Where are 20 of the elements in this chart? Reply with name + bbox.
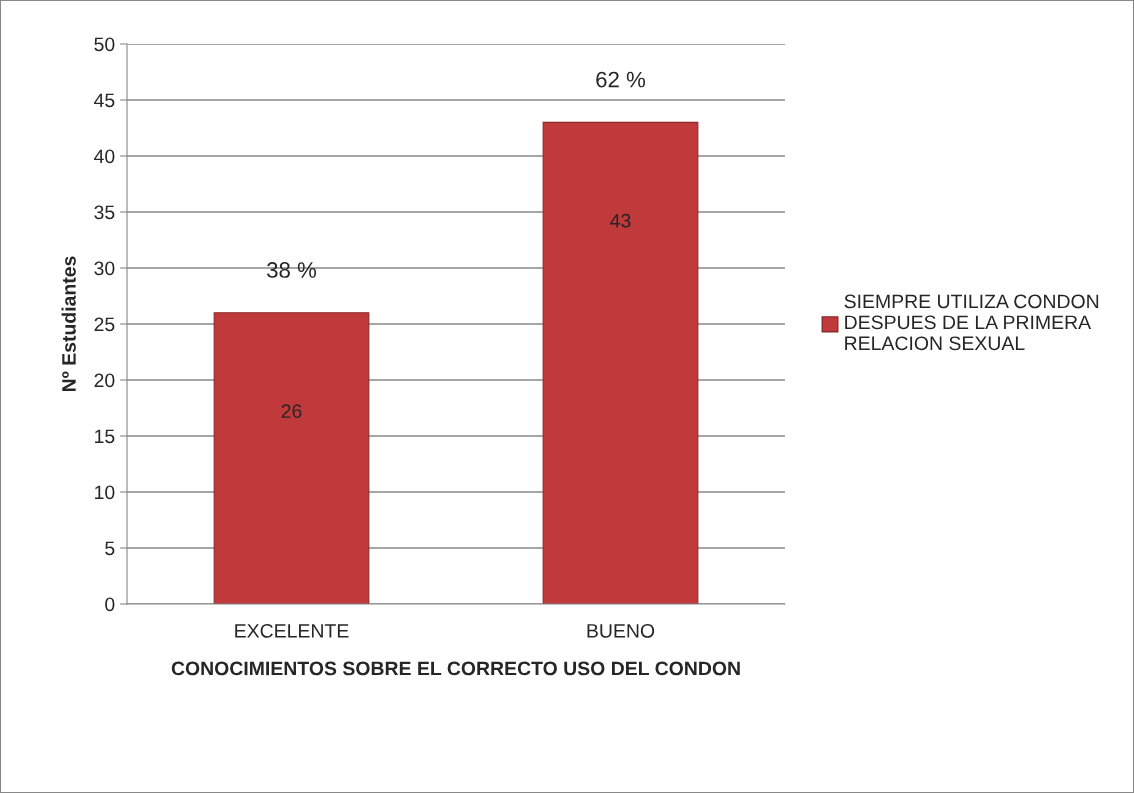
y-tick-label: 35 — [94, 205, 115, 220]
x-tick-label: BUENO — [587, 623, 655, 638]
y-tick-label: 5 — [105, 541, 115, 556]
y-tick-label: 10 — [95, 485, 115, 500]
y-tick-label: 15 — [95, 429, 115, 444]
legend-label: SIEMPRE UTILIZA CONDON DESPUES DE LA PRIMERA RELACION SEXUAL — [844, 294, 1099, 351]
y-tick-label: 25 — [94, 317, 115, 332]
y-tick-label: 45 — [94, 93, 115, 108]
y-tick-label: 50 — [94, 37, 115, 52]
annotation: 62 % — [596, 71, 646, 88]
y-tick-label: 30 — [94, 261, 115, 276]
y-tick-label: 40 — [94, 149, 115, 164]
x-tick-label: EXCELENTE — [235, 623, 349, 638]
annotation: 38 % — [267, 262, 317, 278]
y-tick-label: 0 — [105, 597, 115, 612]
data-label: 26 — [281, 404, 302, 419]
y-tick-label: 20 — [94, 373, 115, 388]
x-axis-title: CONOCIMIENTOS SOBRE EL CORRECTO USO DEL CONDON — [171, 661, 740, 676]
data-label: 43 — [610, 213, 631, 228]
y-axis-title: Nº Estudiantes — [61, 256, 76, 392]
